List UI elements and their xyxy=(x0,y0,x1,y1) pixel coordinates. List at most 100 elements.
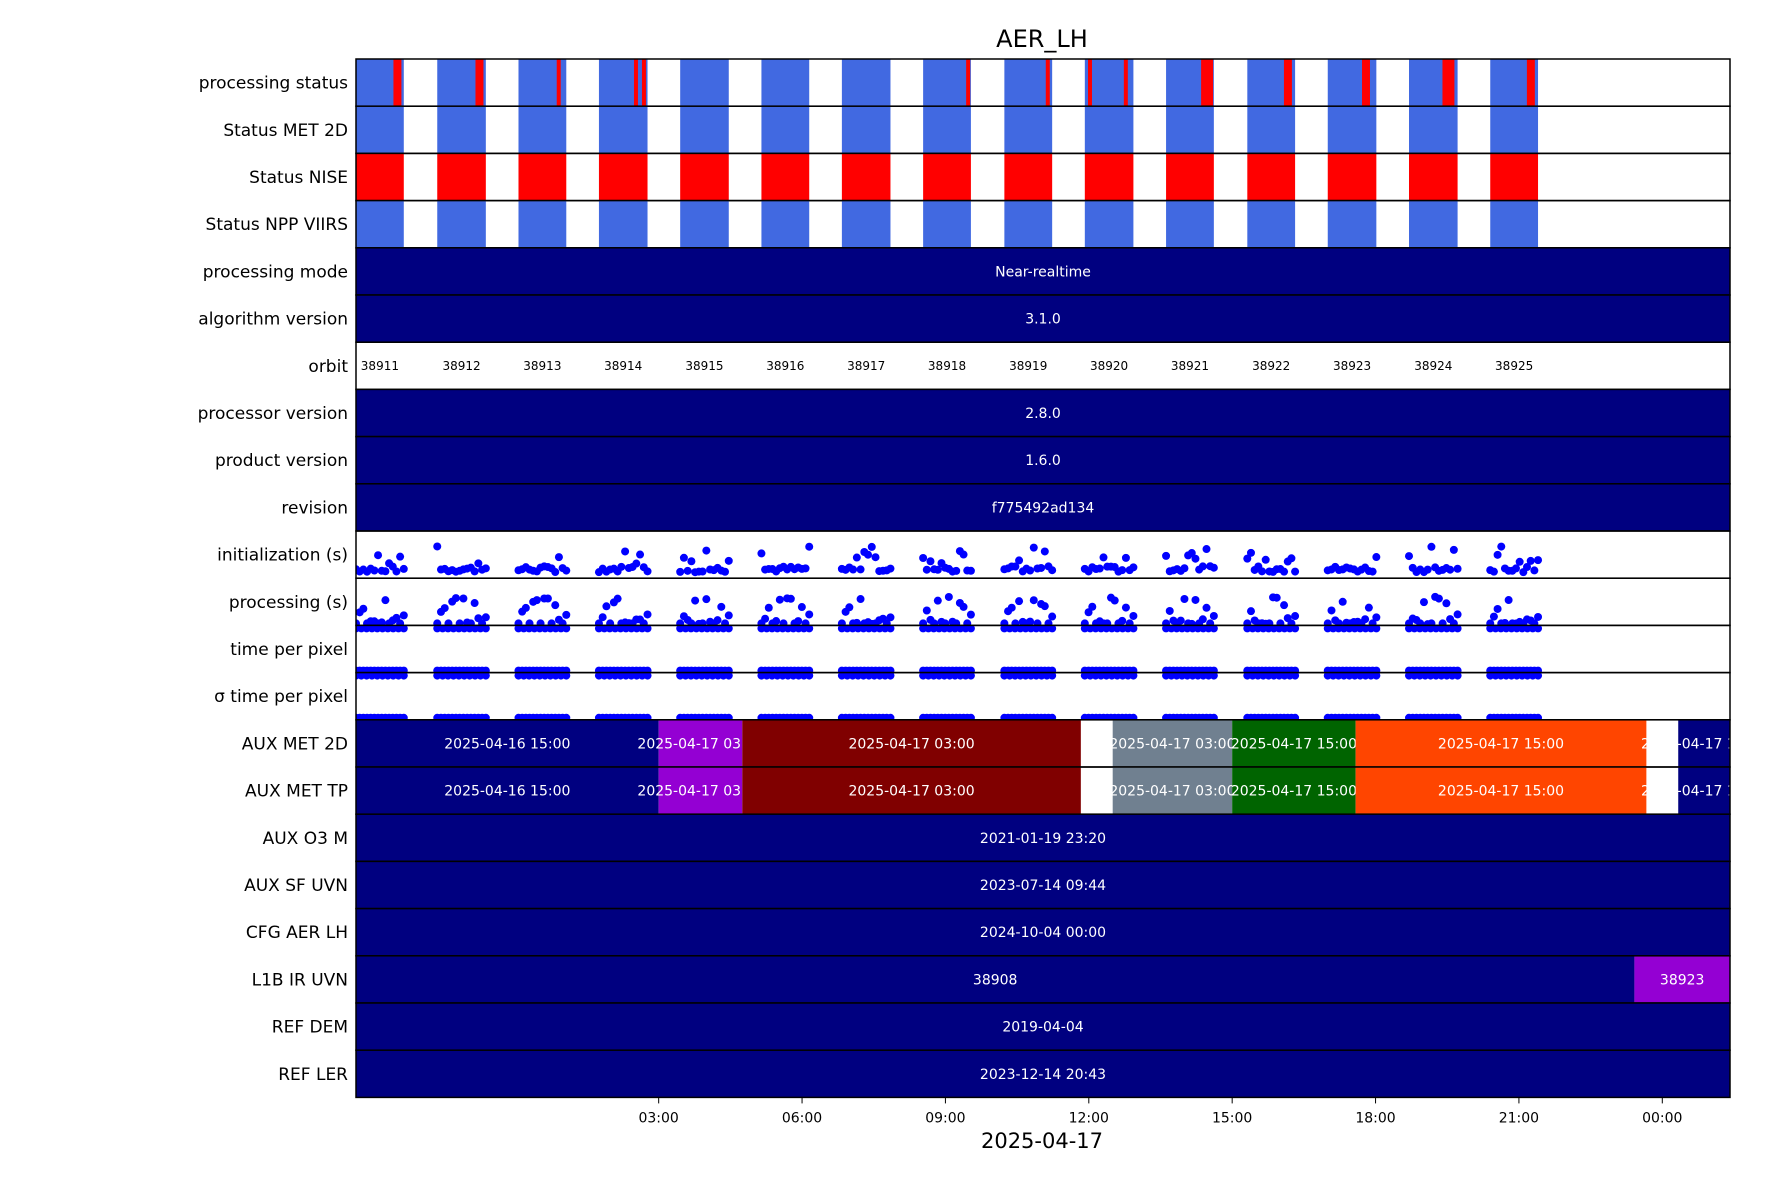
data-point xyxy=(1427,619,1436,626)
data-point xyxy=(724,556,733,565)
data-point xyxy=(1162,619,1171,626)
segment-bar xyxy=(658,719,743,767)
data-point xyxy=(1180,595,1189,604)
data-point xyxy=(1372,672,1381,680)
segment-label: 38908 xyxy=(973,972,1018,988)
data-point xyxy=(1530,619,1539,626)
data-point xyxy=(933,565,942,574)
data-point xyxy=(1129,713,1138,720)
data-point xyxy=(399,666,408,673)
data-point xyxy=(392,567,401,576)
data-point xyxy=(963,619,972,626)
data-point xyxy=(797,603,806,612)
orbit-bar xyxy=(923,106,971,154)
data-point xyxy=(1446,565,1455,574)
segment-bar xyxy=(356,1050,1730,1098)
x-tick-label: 21:00 xyxy=(1499,1110,1539,1126)
data-point xyxy=(525,619,534,626)
data-point xyxy=(1048,666,1057,673)
orbit-label: 38915 xyxy=(685,359,723,373)
segment-label: 2025-04-17 03:00 xyxy=(848,736,974,752)
error-mark xyxy=(1088,59,1092,107)
data-point xyxy=(1453,713,1462,720)
segment-bar xyxy=(1678,719,1730,767)
data-point xyxy=(551,568,560,577)
orbit-bar xyxy=(761,59,810,107)
data-point xyxy=(1272,593,1281,602)
segment-bar xyxy=(356,814,1730,862)
orbit-bar xyxy=(518,106,567,154)
orbit-label: 38916 xyxy=(766,359,804,373)
data-point xyxy=(1334,619,1343,626)
row-label: time per pixel xyxy=(230,640,348,660)
data-point xyxy=(1176,616,1185,625)
row-ref-ler: REF LER 2023-12-14 20:43 xyxy=(278,1049,1731,1099)
row-frame xyxy=(355,624,1731,674)
row-processing-s: processing (s) xyxy=(229,577,1731,627)
orbit-label: 38919 xyxy=(1009,359,1047,373)
data-point xyxy=(687,619,696,626)
data-point xyxy=(1202,545,1211,554)
data-point xyxy=(359,604,368,613)
data-point xyxy=(1361,615,1370,624)
orbit-bar xyxy=(1166,153,1214,201)
data-point xyxy=(1489,612,1498,621)
data-point xyxy=(1434,594,1443,603)
data-point xyxy=(481,613,490,622)
rows-layer: processing status Status MET 2D Status NIS… xyxy=(198,58,1731,1099)
data-point xyxy=(1438,619,1447,626)
data-point xyxy=(952,566,961,575)
data-point xyxy=(1534,625,1543,633)
row-label: REF DEM xyxy=(272,1018,348,1038)
data-point xyxy=(1110,596,1119,605)
data-point xyxy=(764,603,773,612)
orbit-bar xyxy=(598,153,648,201)
data-point xyxy=(1449,619,1458,626)
data-point xyxy=(381,567,390,576)
segment-label: 2025-04-16 15:00 xyxy=(444,784,570,800)
row-aux-met-2d: AUX MET 2D 2025-04-16 15:00 2025-04-17 03:… xyxy=(242,719,1731,768)
data-point xyxy=(966,713,975,720)
error-mark xyxy=(393,59,402,107)
data-point xyxy=(1246,548,1255,557)
data-point xyxy=(1191,554,1200,563)
x-tick-label: 18:00 xyxy=(1355,1110,1395,1126)
orbit-label: 38914 xyxy=(604,359,642,373)
data-point xyxy=(919,554,928,563)
data-point xyxy=(639,619,648,626)
data-point xyxy=(1026,566,1035,575)
data-point xyxy=(636,550,645,559)
data-point xyxy=(643,666,652,673)
segment-bar xyxy=(356,483,1730,531)
data-point xyxy=(455,619,464,626)
orbit-bar xyxy=(1084,200,1134,248)
data-point xyxy=(805,666,814,673)
data-point xyxy=(1276,619,1285,626)
data-point xyxy=(1287,619,1296,626)
data-point xyxy=(1453,672,1462,680)
data-point xyxy=(1453,610,1462,619)
data-point xyxy=(691,596,700,605)
data-point xyxy=(1364,603,1373,612)
error-mark xyxy=(633,59,638,107)
data-point xyxy=(547,619,556,626)
segment-bar xyxy=(1232,767,1356,815)
data-point xyxy=(864,550,873,559)
data-point xyxy=(598,613,607,622)
segment-bar xyxy=(356,719,659,767)
data-point xyxy=(922,606,931,615)
data-point xyxy=(930,619,939,626)
segment-label: 2023-07-14 09:44 xyxy=(980,878,1106,894)
data-point xyxy=(1118,566,1127,575)
segment-label: 3.1.0 xyxy=(1025,312,1061,328)
data-point xyxy=(1265,619,1274,626)
data-point xyxy=(724,625,733,633)
orbit-bar xyxy=(437,106,486,154)
data-point xyxy=(1209,672,1218,680)
data-point xyxy=(761,614,770,623)
segment-bar xyxy=(742,767,1081,815)
row-aux-met-tp: AUX MET TP 2025-04-16 15:00 2025-04-17 03:… xyxy=(245,766,1731,815)
data-point xyxy=(433,619,442,626)
data-point xyxy=(1258,567,1267,576)
data-point xyxy=(1338,597,1347,606)
